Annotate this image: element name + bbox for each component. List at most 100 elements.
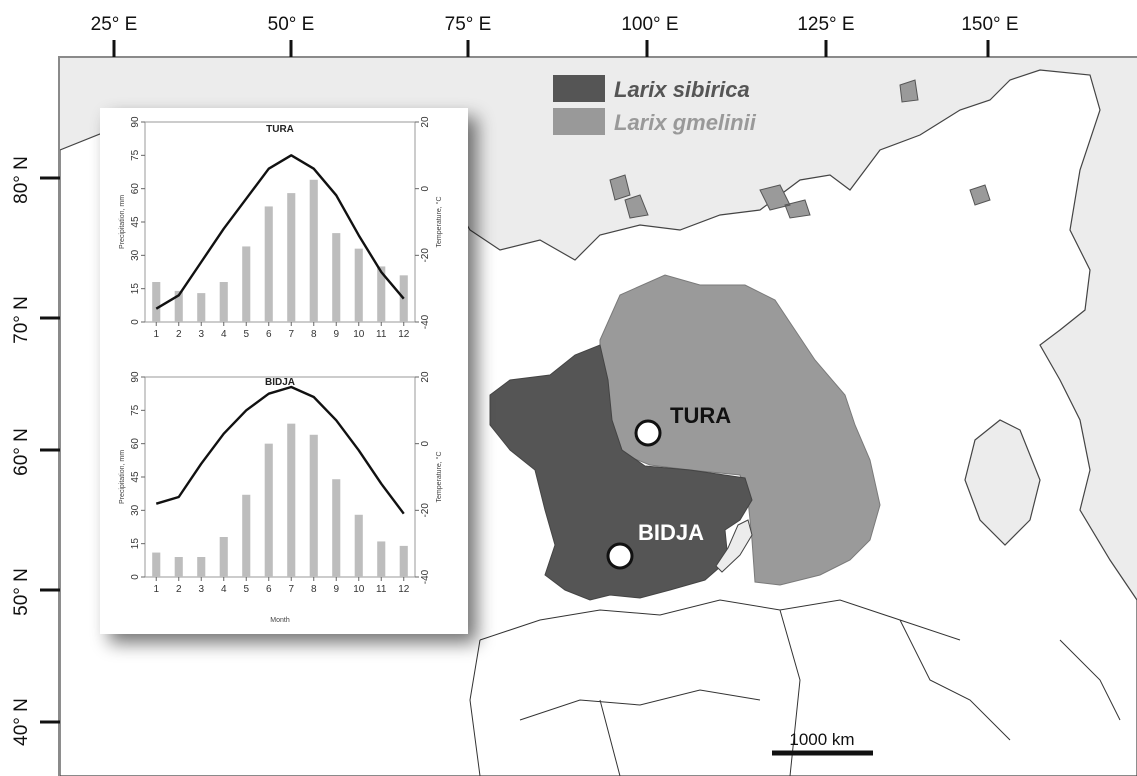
bidja-precip-bar: [197, 557, 206, 577]
tura-y-tick-label: 30: [130, 249, 141, 261]
site-markers: TURA BIDJA: [606, 403, 731, 570]
tura-x-tick-label: 8: [311, 329, 317, 340]
bidja-y2-tick-label: -40: [420, 569, 431, 584]
tura-x-tick-label: 1: [153, 329, 159, 340]
bidja-x-tick-label: 4: [221, 584, 227, 595]
bidja-precip-bar: [152, 552, 161, 577]
longitude-axis: 25° E 50° E 75° E 100° E 125° E 150° E: [91, 14, 1019, 57]
tura-y2-tick-label: 20: [420, 116, 431, 128]
tura-y-tick-label: 90: [130, 116, 141, 128]
tura-precip-bar: [242, 246, 251, 322]
tura-y-tick-label: 0: [130, 319, 141, 325]
bidja-x-tick-label: 3: [198, 584, 204, 595]
tura-precip-bar: [219, 282, 228, 322]
longitude-label-25e: 25° E: [91, 14, 138, 35]
arctic-islands: [609, 79, 991, 219]
bidja-precip-bar: [399, 545, 408, 577]
bidja-y-tick-label: 90: [130, 371, 141, 383]
tura-precip-bar: [377, 266, 386, 322]
tura-x-tick-label: 7: [288, 329, 294, 340]
tura-x-tick-label: 3: [198, 329, 204, 340]
bidja-y-tick-label: 0: [130, 574, 141, 580]
latitude-label-40n: 40° N: [11, 698, 32, 746]
bidja-y2-axis-label: Temperature, °C: [435, 451, 443, 502]
site-label-bidja: BIDJA: [638, 520, 704, 545]
bidja-x-tick-label: 5: [243, 584, 249, 595]
latitude-label-60n: 60° N: [11, 428, 32, 476]
tura-precip-bar: [399, 275, 408, 322]
tura-x-tick-label: 2: [176, 329, 182, 340]
tura-precip-bar: [174, 290, 183, 322]
bidja-x-tick-label: 2: [176, 584, 182, 595]
longitude-label-100e: 100° E: [621, 14, 678, 35]
tura-y2-tick-label: -20: [420, 248, 431, 263]
bidja-precip-bar: [309, 434, 318, 577]
tura-chart-title: TURA: [266, 124, 294, 135]
tura-precip-bar: [264, 206, 273, 322]
bidja-y-tick-label: 15: [130, 538, 141, 550]
tura-precip-bar: [197, 293, 206, 322]
tura-y-axis-label: Precipitation, mm: [119, 195, 126, 249]
bidja-precip-bar: [287, 423, 296, 577]
map-legend: Larix sibirica Larix gmelinii: [553, 75, 757, 135]
bidja-chart-title: BIDJA: [265, 377, 295, 388]
site-marker-bidja: [606, 542, 634, 570]
bidja-precip-bar: [354, 514, 363, 577]
site-label-tura: TURA: [670, 403, 731, 428]
bidja-y2-tick-label: 0: [420, 440, 431, 446]
tura-x-tick-label: 11: [376, 329, 387, 340]
okhotsk-sea: [964, 419, 1041, 546]
bidja-y-tick-label: 60: [130, 438, 141, 450]
tura-precip-bar: [332, 233, 341, 322]
bidja-x-tick-label: 8: [311, 584, 317, 595]
tura-precip-bar: [309, 179, 318, 322]
bidja-precip-bar: [377, 541, 386, 577]
tura-y2-tick-label: 0: [420, 185, 431, 191]
bidja-x-tick-label: 12: [398, 584, 410, 595]
bidja-temperature-line: [155, 385, 405, 515]
bidja-x-tick-label: 7: [288, 584, 294, 595]
tura-precip-bar: [152, 282, 161, 322]
latitude-label-80n: 80° N: [11, 156, 32, 204]
tura-precip-bar: [287, 193, 296, 322]
site-marker-tura: [634, 419, 662, 447]
tura-y-tick-label: 60: [130, 183, 141, 195]
legend-label-larix-gmelinii: Larix gmelinii: [614, 110, 757, 135]
bidja-precip-bar: [332, 479, 341, 577]
lake-baikal: [715, 519, 753, 573]
bidja-y-tick-label: 45: [130, 471, 141, 483]
latitude-axis: 80° N 70° N 60° N 50° N 40° N: [11, 156, 60, 746]
larix-sibirica-range: [489, 344, 753, 601]
bidja-y-axis-label: Precipitation, mm: [119, 450, 126, 504]
tura-x-tick-label: 10: [353, 329, 365, 340]
bidja-precip-bar: [264, 443, 273, 577]
latitude-label-50n: 50° N: [11, 568, 32, 616]
tura-temperature-line: [155, 154, 405, 310]
tura-y-tick-label: 45: [130, 216, 141, 228]
tura-x-tick-label: 6: [266, 329, 272, 340]
tura-x-tick-label: 12: [398, 329, 410, 340]
longitude-label-150e: 150° E: [961, 14, 1018, 35]
legend-swatch-larix-sibirica: [553, 75, 605, 102]
bidja-x-tick-label: 10: [353, 584, 365, 595]
longitude-label-50e: 50° E: [268, 14, 315, 35]
bidja-precip-bar: [242, 494, 251, 577]
bidja-y-tick-label: 75: [130, 404, 141, 416]
latitude-label-70n: 70° N: [11, 296, 32, 344]
bidja-x-tick-label: 1: [153, 584, 159, 595]
bidja-x-tick-label: 6: [266, 584, 272, 595]
legend-label-larix-sibirica: Larix sibirica: [614, 77, 750, 102]
tura-y-tick-label: 15: [130, 283, 141, 295]
bidja-y-tick-label: 30: [130, 504, 141, 516]
tura-x-tick-label: 5: [243, 329, 249, 340]
longitude-label-75e: 75° E: [445, 14, 492, 35]
bidja-precip-bar: [174, 557, 183, 577]
bidja-precip-bar: [219, 537, 228, 577]
tura-precip-bar: [354, 248, 363, 322]
bidja-x-axis-label: Month: [270, 617, 290, 624]
tura-x-tick-label: 4: [221, 329, 227, 340]
scale-bar: 1000 km: [772, 730, 873, 756]
longitude-label-125e: 125° E: [797, 14, 854, 35]
tura-y2-axis-label: Temperature, °C: [435, 196, 443, 247]
